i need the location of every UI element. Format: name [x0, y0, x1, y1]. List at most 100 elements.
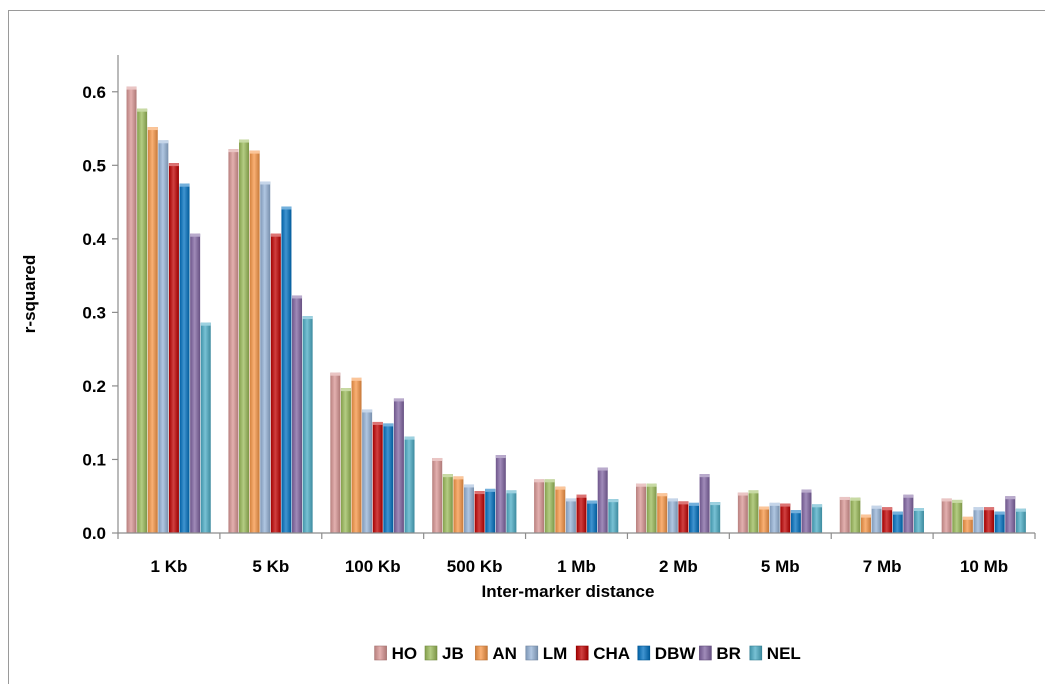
bar-cap-nel-8	[913, 508, 924, 511]
bar-nel-5	[608, 499, 619, 533]
x-tick-label: 1 Mb	[557, 557, 596, 576]
bar-cap-dbw-1	[179, 183, 190, 187]
bar-cap-br-7	[801, 489, 812, 493]
bar-jb-4	[442, 474, 453, 533]
bar-cap-lm-3	[362, 409, 373, 413]
bar-cap-br-1	[190, 233, 201, 237]
bar-nel-4	[506, 490, 517, 533]
x-tick-label: 5 Kb	[252, 557, 289, 576]
bar-lm-1	[158, 140, 169, 534]
bar-an-1	[147, 127, 158, 533]
bar-ho-5	[534, 479, 545, 533]
bar-an-8	[860, 514, 871, 533]
bar-an-3	[351, 377, 362, 533]
bar-ho-2	[228, 149, 239, 533]
frame-border-left	[8, 10, 9, 684]
legend-label-dbw: DBW	[655, 644, 697, 663]
y-tick-label: 0.4	[82, 230, 106, 249]
x-tick-label: 2 Mb	[659, 557, 698, 576]
bar-cap-dbw-5	[587, 500, 598, 504]
bar-cap-ho-2	[228, 149, 239, 153]
y-axis-title: r-squared	[20, 255, 39, 333]
bar-ho-6	[635, 483, 646, 533]
bar-jb-3	[340, 388, 351, 533]
bar-lm-2	[260, 181, 271, 534]
bar-cap-ho-4	[432, 457, 443, 461]
bar-cha-5	[576, 494, 587, 533]
bar-cap-dbw-2	[281, 206, 292, 210]
bar-br-4	[495, 455, 506, 533]
bar-jb-8	[850, 497, 861, 533]
bar-dbw-8	[892, 511, 903, 533]
legend: HO JB AN LM CHA DBW BR NEL	[374, 644, 801, 663]
bar-cap-dbw-9	[994, 511, 1005, 515]
bar-cap-cha-4	[474, 491, 485, 495]
x-tick-label: 500 Kb	[447, 557, 503, 576]
x-ticks-layer: 1 Kb 5 Kb 100 Kb 500 Kb 1 Mb 2 Mb 5 Mb 7 Mb 10 M…	[117, 533, 1036, 576]
x-axis-title: Inter-marker distance	[482, 582, 655, 601]
legend-label-jb: JB	[442, 644, 464, 663]
x-tick-label: 100 Kb	[345, 557, 401, 576]
bar-cap-cha-9	[984, 507, 995, 511]
legend-label-lm: LM	[543, 644, 568, 663]
bar-cap-nel-6	[710, 502, 721, 506]
bar-cap-nel-9	[1015, 508, 1026, 512]
bar-cap-br-2	[292, 295, 303, 299]
legend-label-cha: CHA	[593, 644, 630, 663]
bar-cap-lm-6	[667, 498, 678, 502]
bar-cap-jb-4	[442, 474, 453, 478]
bar-cap-an-6	[657, 493, 668, 497]
bar-cap-nel-3	[404, 436, 415, 440]
bar-dbw-2	[281, 206, 292, 534]
bar-ho-3	[330, 372, 341, 533]
bar-cap-ho-9	[941, 498, 952, 502]
bar-cap-jb-6	[646, 483, 657, 487]
bars-layer	[126, 86, 1026, 534]
bar-nel-6	[710, 502, 721, 533]
bar-cap-cha-3	[372, 421, 383, 425]
bar-dbw-3	[383, 423, 394, 533]
legend-swatch-nel	[749, 645, 763, 661]
bar-cap-lm-9	[973, 507, 984, 511]
bar-cap-an-8	[860, 514, 871, 518]
bar-cap-jb-2	[239, 139, 250, 143]
legend-swatch-jb	[424, 645, 438, 661]
bar-cap-br-9	[1005, 496, 1016, 500]
bar-cap-br-8	[903, 494, 914, 498]
legend-swatch-cha	[575, 645, 589, 661]
bar-nel-9	[1015, 508, 1026, 533]
legend-label-br: BR	[716, 644, 741, 663]
bar-cap-lm-5	[565, 498, 576, 502]
bar-cap-an-7	[759, 506, 770, 510]
bar-ho-7	[737, 492, 748, 533]
legend-label-an: AN	[492, 644, 517, 663]
bar-an-9	[962, 516, 973, 533]
bar-cap-dbw-4	[485, 488, 496, 492]
bar-br-8	[903, 494, 914, 533]
bar-cap-ho-1	[126, 86, 137, 90]
bar-cap-an-5	[555, 486, 566, 490]
bar-br-6	[699, 474, 710, 533]
legend-swatch-ho	[374, 645, 387, 661]
y-tick-label: 0.2	[82, 377, 106, 396]
y-tick-label: 0.1	[82, 450, 106, 469]
bar-nel-8	[913, 508, 924, 533]
bar-cap-dbw-3	[383, 423, 394, 427]
bar-nel-3	[404, 436, 415, 533]
bar-cap-jb-8	[850, 497, 861, 501]
bar-cap-br-6	[699, 474, 710, 478]
bar-cap-jb-1	[137, 108, 148, 112]
legend-swatch-an	[475, 645, 488, 661]
frame-border-top	[8, 10, 1045, 11]
bar-lm-8	[871, 505, 882, 533]
bar-cap-br-5	[597, 467, 608, 471]
bar-lm-3	[362, 409, 373, 533]
bar-br-3	[393, 398, 404, 533]
bar-cha-6	[678, 501, 689, 533]
legend-label-nel: NEL	[767, 644, 801, 663]
bar-jb-9	[952, 499, 963, 533]
bar-cap-an-2	[249, 150, 260, 154]
bar-lm-6	[667, 498, 678, 533]
bar-cap-ho-7	[737, 492, 748, 496]
